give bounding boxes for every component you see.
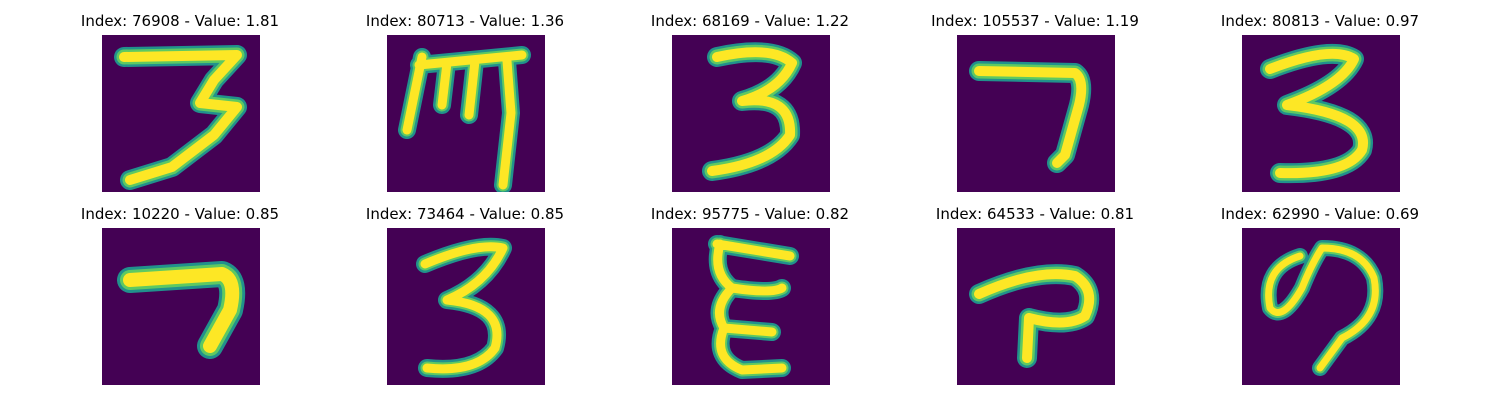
handwritten-7-image xyxy=(969,61,1092,173)
handwritten-3-image xyxy=(702,42,802,181)
digit-image xyxy=(957,228,1115,385)
digit-image xyxy=(387,35,545,192)
grid-cell: Index: 80713 - Value: 1.36 xyxy=(345,0,585,192)
grid-cell: Index: 73464 - Value: 0.85 xyxy=(345,193,585,385)
digit-image xyxy=(102,35,260,192)
panel-title: Index: 73464 - Value: 0.85 xyxy=(365,205,565,223)
handwritten-character-image xyxy=(1260,240,1384,376)
handwritten-3-image xyxy=(114,45,247,190)
digit-image xyxy=(102,228,260,385)
handwritten-character-image xyxy=(398,46,531,192)
panel-title: Index: 105537 - Value: 1.19 xyxy=(931,12,1139,30)
digit-image xyxy=(672,35,830,192)
handwritten-character-image xyxy=(969,264,1100,368)
panel-title: Index: 80713 - Value: 1.36 xyxy=(365,12,565,30)
handwritten-3-image xyxy=(416,237,512,378)
grid-cell: Index: 80813 - Value: 0.97 xyxy=(1200,0,1440,192)
panel-title: Index: 64533 - Value: 0.81 xyxy=(935,205,1135,223)
panel-title: Index: 76908 - Value: 1.81 xyxy=(80,12,280,30)
grid-cell: Index: 105537 - Value: 1.19 xyxy=(915,0,1155,192)
panel-title: Index: 95775 - Value: 0.82 xyxy=(650,205,850,223)
digit-image xyxy=(1242,35,1400,192)
digit-image xyxy=(957,35,1115,192)
handwritten-7-image xyxy=(117,261,246,359)
digit-image xyxy=(672,228,830,385)
grid-cell: Index: 62990 - Value: 0.69 xyxy=(1200,193,1440,385)
panel-title: Index: 80813 - Value: 0.97 xyxy=(1220,12,1420,30)
panel-title: Index: 62990 - Value: 0.69 xyxy=(1220,205,1420,223)
grid-cell: Index: 76908 - Value: 1.81 xyxy=(60,0,300,192)
grid-cell: Index: 68169 - Value: 1.22 xyxy=(630,0,870,192)
panel-title: Index: 10220 - Value: 0.85 xyxy=(80,205,280,223)
digit-image xyxy=(387,228,545,385)
panel-title: Index: 68169 - Value: 1.22 xyxy=(650,12,850,30)
handwritten-character-image xyxy=(708,235,799,379)
grid-cell: Index: 64533 - Value: 0.81 xyxy=(915,193,1155,385)
handwritten-3-image xyxy=(1260,43,1373,184)
grid-cell: Index: 95775 - Value: 0.82 xyxy=(630,193,870,385)
grid-cell: Index: 10220 - Value: 0.85 xyxy=(60,193,300,385)
digit-image xyxy=(1242,228,1400,385)
